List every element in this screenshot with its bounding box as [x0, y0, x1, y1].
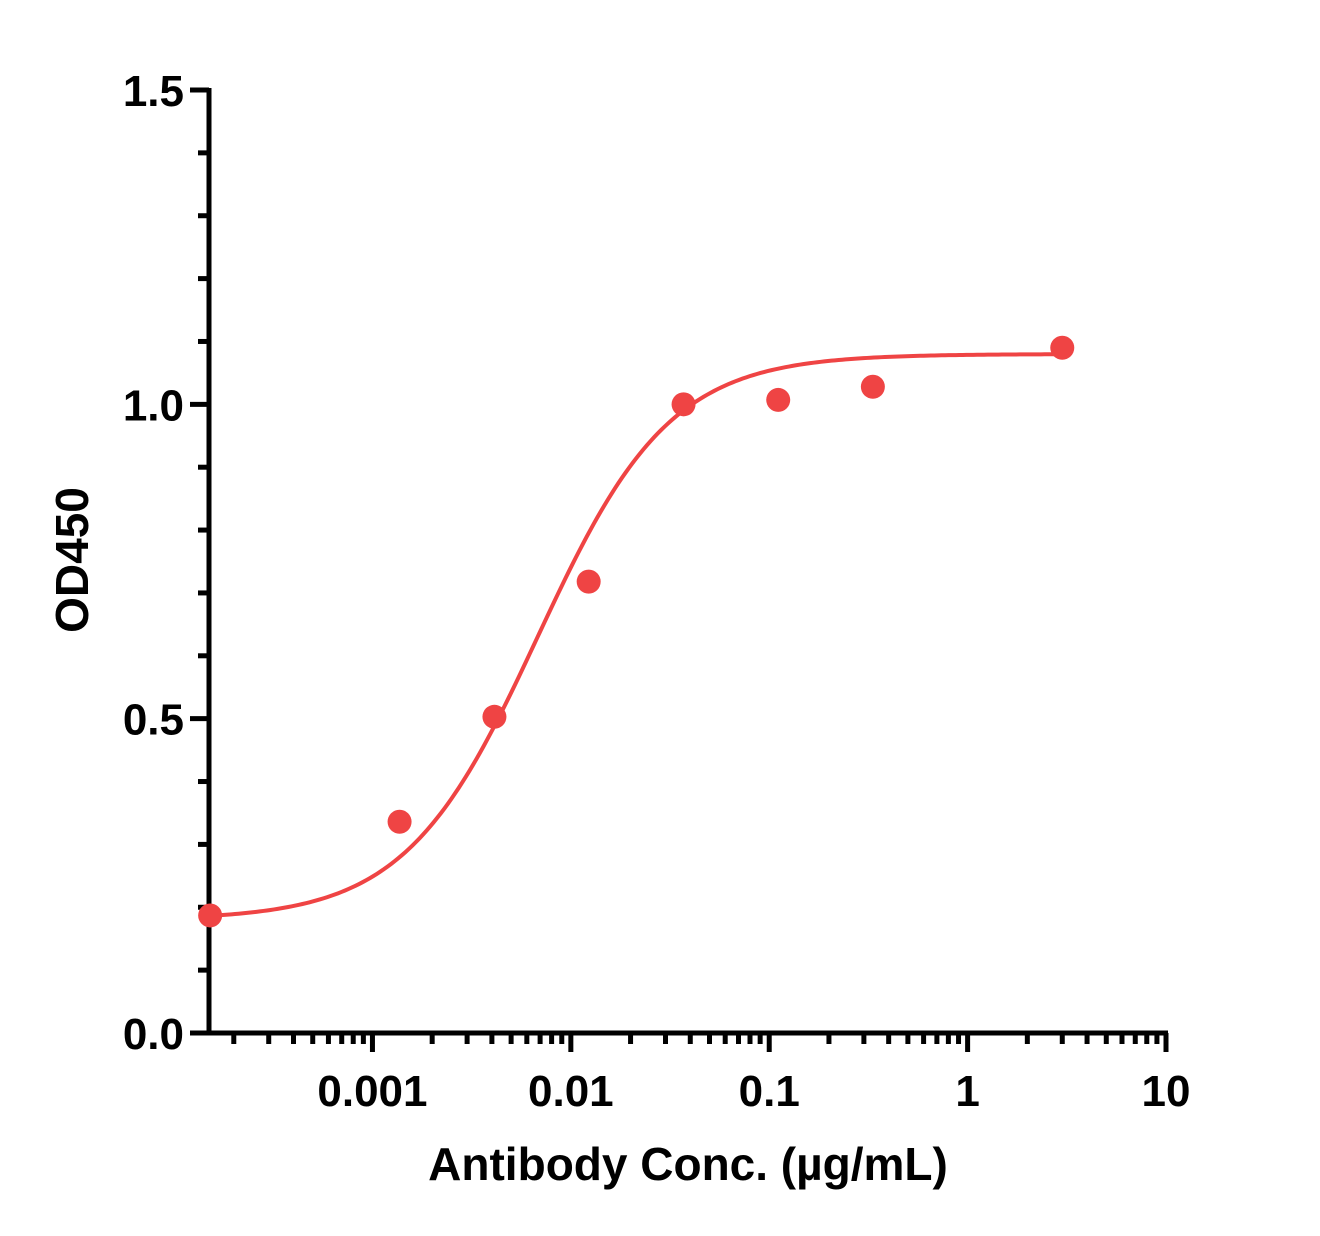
y-tick-label: 0.0 — [123, 1010, 184, 1059]
x-tick-label: 1 — [955, 1067, 979, 1116]
data-point — [1050, 335, 1075, 360]
y-axis-title: OD450 — [46, 487, 98, 633]
data-point — [860, 374, 885, 399]
x-tick-label: 0.1 — [739, 1067, 800, 1116]
y-tick-label: 1.5 — [123, 67, 184, 116]
y-ticks: 0.0 0.5 1.0 1.5 — [123, 67, 209, 1059]
x-tick-label: 0.01 — [528, 1067, 614, 1116]
data-point — [671, 392, 696, 417]
data-point — [576, 569, 601, 594]
y-tick-label: 1.0 — [123, 381, 184, 430]
fit-curve — [210, 352, 1063, 918]
data-points — [198, 335, 1075, 928]
x-tick-label: 10 — [1142, 1067, 1191, 1116]
data-point — [766, 387, 791, 412]
x-ticks: 0.001 0.01 0.1 1 10 — [231, 1033, 1191, 1116]
x-tick-label: 0.001 — [317, 1067, 427, 1116]
data-point — [482, 704, 507, 729]
y-tick-label: 0.5 — [123, 696, 184, 745]
axes — [194, 88, 1168, 1036]
data-point — [198, 903, 223, 928]
x-axis-title: Antibody Conc. (µg/mL) — [428, 1138, 948, 1190]
data-point — [387, 809, 412, 834]
